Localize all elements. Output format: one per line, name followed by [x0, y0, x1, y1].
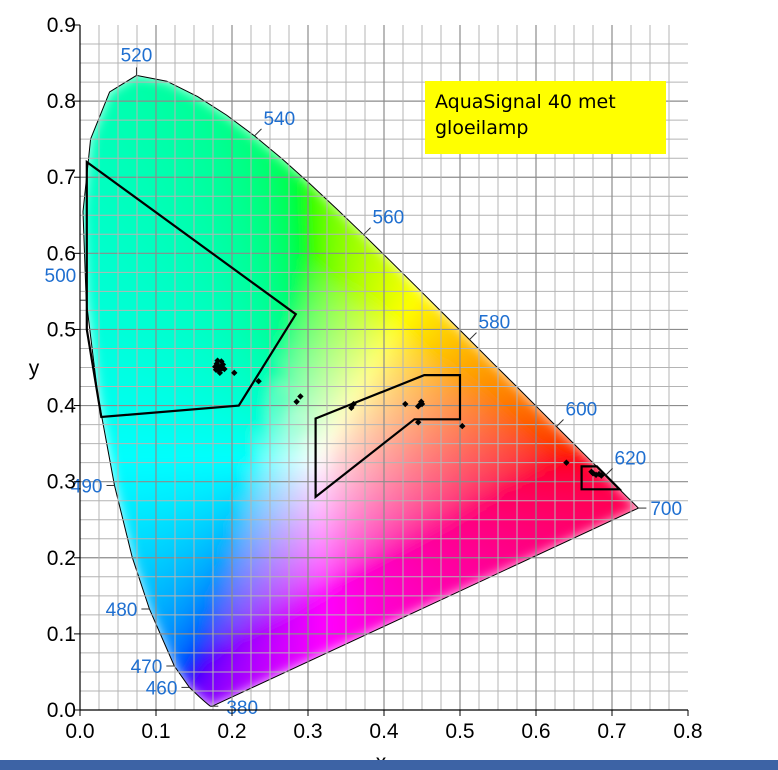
annotation-box: AquaSignal 40 met gloeilamp: [425, 81, 666, 154]
data-point: [415, 419, 422, 426]
wavelength-label: 470: [131, 657, 163, 678]
data-point: [297, 393, 304, 400]
wavelength-label: 600: [566, 399, 598, 420]
data-point: [418, 398, 425, 405]
data-point: [350, 400, 357, 408]
x-tick-label: 0.3: [293, 720, 322, 743]
y-tick-label: 0.2: [47, 547, 76, 570]
region-green: [85, 159, 298, 419]
x-tick-label: 0.0: [65, 720, 94, 743]
x-tick-label: 0.8: [673, 720, 702, 743]
data-point: [588, 468, 595, 475]
data-point: [255, 378, 262, 385]
wavelength-label: 700: [650, 499, 682, 520]
wavelength-label: 580: [479, 313, 511, 334]
y-tick-label: 0.4: [47, 395, 77, 418]
axes: [74, 24, 689, 716]
data-point: [415, 403, 422, 410]
wavelength-label: 560: [373, 208, 405, 229]
wavelength-label: 480: [106, 600, 138, 621]
x-tick-label: 0.2: [217, 720, 246, 743]
y-axis-title: y: [29, 357, 40, 380]
y-tick-label: 0.9: [47, 14, 76, 37]
wavelength-label: 380: [226, 698, 258, 719]
x-tick-label: 0.5: [445, 720, 474, 743]
data-point: [598, 472, 605, 479]
region-red: [580, 465, 623, 491]
x-tick-label: 0.4: [369, 720, 399, 743]
wavelength-label: 460: [146, 678, 178, 699]
data-point: [221, 365, 228, 373]
bottom-bar: [0, 760, 778, 770]
y-tick-label: 0.5: [47, 318, 76, 341]
data-point: [231, 369, 238, 377]
annotation-line-2: gloeilamp: [435, 117, 529, 139]
wavelength-label: 520: [121, 45, 153, 66]
measurement-points: [212, 357, 605, 479]
data-point: [402, 400, 409, 408]
y-tick-label: 0.1: [47, 623, 76, 646]
wavelength-label: 540: [263, 109, 295, 130]
grid: [80, 25, 688, 710]
data-point: [563, 459, 570, 466]
region-white: [314, 374, 462, 500]
data-point: [595, 470, 603, 478]
wavelength-label: 620: [615, 448, 647, 469]
y-tick-label: 0.6: [47, 242, 76, 265]
data-point: [459, 422, 466, 430]
tick-labels: 0.0 0.1 0.2 0.3 0.4 0.5 0.6 0.7 0.8 0.0 0.1 0.2 0.3 0…: [47, 14, 703, 743]
data-point: [214, 357, 221, 364]
x-tick-label: 0.6: [521, 720, 550, 743]
data-point: [293, 398, 300, 405]
annotation-line-1: AquaSignal 40 met: [435, 91, 616, 113]
x-tick-label: 0.1: [141, 720, 170, 743]
y-tick-label: 0.8: [47, 90, 76, 113]
y-tick-label: 0.0: [47, 699, 76, 722]
y-tick-label: 0.7: [47, 166, 76, 189]
data-point: [592, 471, 600, 479]
data-point: [216, 369, 224, 377]
spectral-locus-outline: [82, 74, 640, 707]
x-tick-label: 0.7: [597, 720, 626, 743]
signal-color-regions: [85, 159, 623, 500]
data-point: [212, 363, 219, 370]
y-tick-label: 0.3: [47, 471, 76, 494]
wavelength-label: 500: [45, 266, 77, 287]
